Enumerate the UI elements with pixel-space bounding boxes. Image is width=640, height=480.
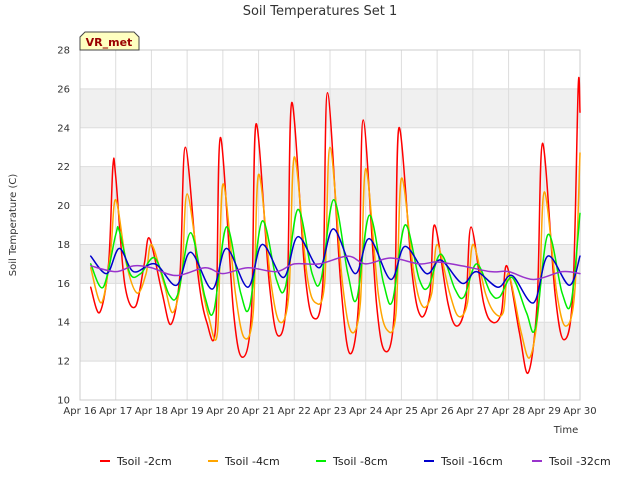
y-tick-label: 24 <box>57 123 70 134</box>
badge-shape <box>79 31 140 51</box>
x-tick-label: Apr 23 <box>313 406 346 417</box>
y-tick-labels: 10 12 14 16 18 20 22 24 26 28 <box>57 46 70 407</box>
y-axis-label: Soil Temperature (C) <box>8 174 19 277</box>
x-tick-label: Apr 22 <box>278 406 311 417</box>
legend-item: Tsoil -8cm <box>316 455 388 468</box>
series-line <box>89 255 581 281</box>
legend-label: Tsoil -2cm <box>116 455 172 468</box>
legend-item: Tsoil -32cm <box>532 455 611 468</box>
legend-label: Tsoil -8cm <box>332 455 388 468</box>
y-tick-label: 14 <box>57 318 70 329</box>
x-tick-label: Apr 19 <box>171 406 204 417</box>
legend-item: Tsoil -2cm <box>100 455 172 468</box>
x-axis-label: Time <box>553 425 578 436</box>
legend-label: Tsoil -32cm <box>548 455 611 468</box>
x-tick-label: Apr 17 <box>99 406 132 417</box>
legend-item: Tsoil -4cm <box>208 455 280 468</box>
y-tick-label: 16 <box>57 279 70 290</box>
series-lines <box>89 76 581 374</box>
legend-item: Tsoil -16cm <box>424 455 503 468</box>
y-tick-label: 22 <box>57 162 70 173</box>
x-tick-label: Apr 20 <box>206 406 239 417</box>
plot-frame <box>79 49 581 401</box>
y-tick-label: 12 <box>57 357 70 368</box>
series-line <box>89 228 581 304</box>
y-tick-label: 20 <box>57 201 70 212</box>
station-badge: VR_met <box>79 31 140 51</box>
y-tick-label: 10 <box>57 396 70 407</box>
x-tick-label: Apr 18 <box>135 406 168 417</box>
legend: Tsoil -2cm Tsoil -4cm Tsoil -8cm Tsoil -16c… <box>100 455 611 468</box>
x-tick-label: Apr 26 <box>421 406 454 417</box>
x-tick-label: Apr 24 <box>349 406 382 417</box>
x-tick-label: Apr 25 <box>385 406 418 417</box>
series-line <box>89 198 581 334</box>
y-tick-label: 18 <box>57 240 70 251</box>
y-tick-label: 28 <box>57 46 70 57</box>
x-tick-label: Apr 28 <box>492 406 525 417</box>
x-tick-label: Apr 30 <box>563 406 596 417</box>
x-tick-label: Apr 16 <box>63 406 96 417</box>
legend-label: Tsoil -16cm <box>440 455 503 468</box>
x-tick-label: Apr 21 <box>242 406 275 417</box>
y-tick-label: 26 <box>57 84 70 95</box>
x-tick-label: Apr 27 <box>456 406 489 417</box>
badge-label: VR_met <box>86 36 133 49</box>
chart-title: Soil Temperatures Set 1 <box>243 4 398 19</box>
x-tick-labels: Apr 16 Apr 17 Apr 18 Apr 19 Apr 20 Apr 21 Apr … <box>63 406 596 417</box>
legend-label: Tsoil -4cm <box>224 455 280 468</box>
x-tick-label: Apr 29 <box>528 406 561 417</box>
